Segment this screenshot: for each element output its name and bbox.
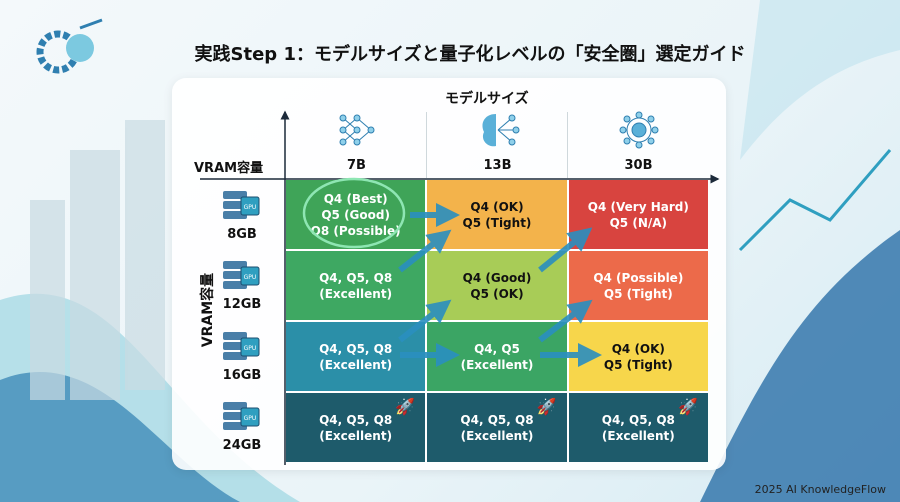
footer-credit: 2025 AI KnowledgeFlow — [754, 483, 886, 496]
svg-text:GPU: GPU — [244, 345, 257, 352]
row-label: 12GB — [222, 297, 262, 312]
cell-text: Q4 (Best) — [323, 191, 388, 206]
grid-cell: Q4, Q5, Q8 (Excellent) — [286, 251, 426, 320]
row-label: 8GB — [227, 226, 257, 242]
x-axis-label: モデルサイズ — [445, 91, 529, 107]
cell-text: Q4 (Good) — [462, 270, 532, 285]
column-label: 7B — [347, 158, 366, 173]
grid-cell: Q4 (OK) Q5 (Tight) — [427, 180, 567, 249]
cell-text: (Excellent) — [319, 286, 393, 301]
row-header-16gb: GPU 16GB — [200, 321, 284, 391]
row-label: 16GB — [222, 367, 262, 383]
cell-text: (Excellent) — [460, 428, 534, 443]
cell-text: Q4, Q5, Q8 — [319, 270, 393, 285]
gpu-server-icon: GPU — [221, 259, 263, 295]
grid-cell: Q4 (Possible) Q5 (Tight) — [568, 251, 708, 320]
grid-cell: Q4, Q5, Q8 (Excellent) 🚀 — [568, 393, 708, 462]
column-header-30b: 30B — [568, 110, 709, 173]
cell-text: Q4 (Possible) — [593, 270, 684, 285]
column-header-7b: 7B — [286, 110, 427, 173]
row-header-8gb: GPU 8GB — [200, 180, 284, 250]
cell-text: Q4, Q5, Q8 — [319, 412, 393, 427]
y-axis-head: VRAM容量 — [194, 161, 264, 176]
cell-text: Q5 (Tight) — [462, 215, 532, 230]
column-label: 13B — [483, 158, 512, 173]
cell-text: Q4 (OK) — [470, 199, 524, 214]
grid-cell: Q4 (Very Hard) Q5 (N/A) — [568, 180, 708, 249]
cell-text: Q8 (Possible) — [310, 223, 401, 238]
cell-text: (Excellent) — [319, 428, 393, 443]
row-header-24gb: GPU 24GB — [200, 392, 284, 462]
brain-network-icon — [427, 110, 568, 154]
rocket-icon: 🚀 — [678, 397, 698, 416]
cell-text: Q4, Q5, Q8 — [601, 412, 675, 427]
grid-cell: Q4 (Good) Q5 (OK) — [427, 251, 567, 320]
grid-cell: Q4, Q5, Q8 (Excellent) — [286, 322, 426, 391]
page-title: 実践Step 1：モデルサイズと量子化レベルの「安全圏」選定ガイド — [194, 44, 746, 65]
cell-text: (Excellent) — [460, 357, 534, 372]
cell-text: Q4 (Very Hard) — [587, 199, 689, 214]
grid-cell: Q4, Q5, Q8 (Excellent) 🚀 — [427, 393, 567, 462]
gpu-server-icon: GPU — [221, 189, 263, 225]
column-header-13b: 13B — [427, 110, 568, 173]
divider — [567, 112, 568, 178]
grid-cell: Q4, Q5 (Excellent) — [427, 322, 567, 391]
cell-text: Q4 (OK) — [611, 341, 665, 356]
svg-text:GPU: GPU — [244, 274, 257, 281]
svg-text:GPU: GPU — [244, 204, 257, 211]
svg-text:GPU: GPU — [244, 415, 257, 422]
cell-text: (Excellent) — [601, 428, 675, 443]
column-label: 30B — [624, 158, 653, 173]
divider — [426, 112, 427, 178]
grid-cell: Q4, Q5, Q8 (Excellent) 🚀 — [286, 393, 426, 462]
cell-text: Q5 (OK) — [470, 286, 524, 301]
cell-text: Q4, Q5 — [474, 341, 520, 356]
cell-text: (Excellent) — [319, 357, 393, 372]
grid-cell: Q4 (OK) Q5 (Tight) — [568, 322, 708, 391]
cell-text: Q5 (N/A) — [609, 215, 668, 230]
gpu-server-icon: GPU — [221, 400, 263, 436]
neural-network-icon — [286, 110, 427, 154]
grid-cell: Q4 (Best) Q5 (Good) Q8 (Possible) — [286, 180, 426, 249]
compatibility-grid: Q4 (Best) Q5 (Good) Q8 (Possible) Q4 (OK) Q5… — [286, 180, 708, 462]
rocket-icon: 🚀 — [395, 397, 416, 416]
cell-text: Q5 (Good) — [321, 207, 390, 222]
cell-text: Q5 (Tight) — [603, 286, 673, 301]
cell-text: Q4, Q5, Q8 — [319, 341, 393, 356]
cell-text: Q5 (Tight) — [603, 357, 673, 372]
gpu-server-icon: GPU — [221, 330, 263, 366]
rocket-icon: 🚀 — [536, 397, 557, 416]
row-header-12gb: GPU 12GB — [200, 251, 284, 321]
gear-brain-logo-icon — [36, 18, 103, 74]
globe-brain-icon — [568, 110, 709, 154]
row-label: 24GB — [222, 438, 262, 453]
cell-text: Q4, Q5, Q8 — [460, 412, 534, 427]
